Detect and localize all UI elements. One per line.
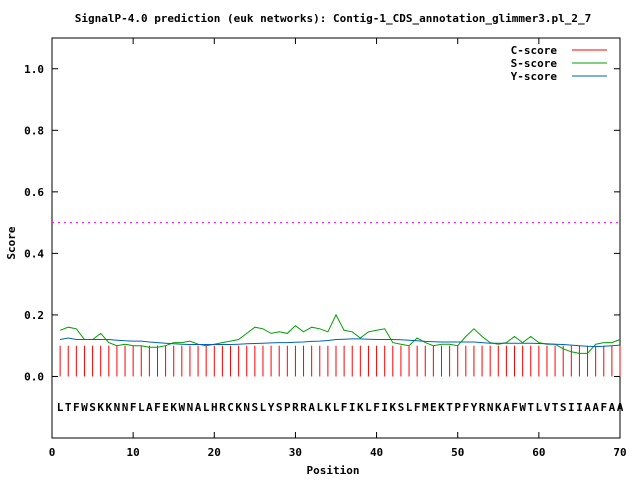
sequence-letter: T <box>446 401 453 414</box>
sequence-letter: N <box>114 401 121 414</box>
sequence-letter: F <box>73 401 80 414</box>
sequence-letter: L <box>316 401 323 414</box>
x-tick-label: 20 <box>208 446 221 459</box>
x-tick-label: 0 <box>49 446 56 459</box>
y-tick-label: 0.2 <box>24 309 44 322</box>
sequence-letter: Y <box>471 401 478 414</box>
sequence-letter: N <box>187 401 194 414</box>
sequence-letter: E <box>430 401 437 414</box>
legend-label-s-score: S-score <box>511 57 558 70</box>
sequence-letter: F <box>373 401 380 414</box>
sequence-letter: L <box>365 401 372 414</box>
sequence-letter: W <box>179 401 186 414</box>
sequence-letter: N <box>122 401 129 414</box>
plot-area: 0.0 0.2 0.4 0.6 0.8 1.0 0 10 20 30 40 50 60 70 <box>24 37 627 459</box>
sequence-letter: E <box>162 401 169 414</box>
sequence-letter: K <box>389 401 396 414</box>
sequence-letter: S <box>398 401 405 414</box>
sequence-letter: K <box>235 401 242 414</box>
x-tick-label: 10 <box>127 446 140 459</box>
sequence-letter: K <box>97 401 104 414</box>
sequence-letter: M <box>422 401 429 414</box>
y-axis-label: Score <box>5 226 18 259</box>
x-tick-label: 50 <box>451 446 464 459</box>
sequence-letter: F <box>130 401 137 414</box>
sequence-letter: L <box>260 401 267 414</box>
sequence-letter: H <box>211 401 218 414</box>
sequence-letter: K <box>357 401 364 414</box>
sequence-letter: S <box>560 401 567 414</box>
sequence-letter: F <box>463 401 470 414</box>
sequence-letter: T <box>552 401 559 414</box>
sequence-letter: W <box>519 401 526 414</box>
sequence-letter: P <box>284 401 291 414</box>
sequence-letter: T <box>527 401 534 414</box>
chart-title: SignalP-4.0 prediction (euk networks): C… <box>75 12 592 25</box>
sequence-letter: F <box>511 401 518 414</box>
sequence-letter: V <box>544 401 551 414</box>
sequence-letter: K <box>495 401 502 414</box>
x-tick-label: 70 <box>613 446 626 459</box>
sequence-letter: Y <box>268 401 275 414</box>
sequence-letter: L <box>406 401 413 414</box>
sequence-letter: K <box>105 401 112 414</box>
sequence-letter: A <box>195 401 202 414</box>
x-tick-label: 40 <box>370 446 383 459</box>
sequence-letter: A <box>592 401 599 414</box>
sequence-letter: R <box>479 401 486 414</box>
sequence-letter: N <box>487 401 494 414</box>
sequence-letter: N <box>243 401 250 414</box>
sequence-letter: R <box>300 401 307 414</box>
sequence-letter: I <box>381 401 388 414</box>
sequence-letter: K <box>438 401 445 414</box>
y-score-line <box>60 337 621 348</box>
x-tick-label: 60 <box>532 446 545 459</box>
sequence-letter: I <box>576 401 583 414</box>
sequence-letter: W <box>81 401 88 414</box>
sequence-letter: R <box>219 401 226 414</box>
y-tick-label: 0.8 <box>24 124 44 137</box>
sequence-letter: I <box>349 401 356 414</box>
legend-label-y-score: Y-score <box>511 70 558 83</box>
sequence-letter: A <box>609 401 616 414</box>
sequence-letter: K <box>170 401 177 414</box>
sequence-letter: L <box>333 401 340 414</box>
y-tick-label: 0.0 <box>24 370 44 383</box>
sequence-letter: S <box>276 401 283 414</box>
sequence-letter: A <box>503 401 510 414</box>
sequence-letter: S <box>89 401 96 414</box>
y-tick-label: 0.6 <box>24 186 44 199</box>
x-axis-label: Position <box>307 464 360 477</box>
sequence-letter: A <box>584 401 591 414</box>
sequence-letter: A <box>617 401 624 414</box>
sequence-letter: A <box>146 401 153 414</box>
sequence-letter: I <box>568 401 575 414</box>
plot-border <box>51 37 621 439</box>
sequence-letter: S <box>252 401 259 414</box>
sequence-letter: F <box>600 401 607 414</box>
s-score-line <box>59 313 621 354</box>
sequence-letter: L <box>536 401 543 414</box>
sequence-letter: F <box>341 401 348 414</box>
sequence-letter: F <box>414 401 421 414</box>
sequence-letter: R <box>292 401 299 414</box>
x-tick-label: 30 <box>289 446 302 459</box>
sequence-letter: L <box>138 401 145 414</box>
sequence-letter: T <box>65 401 72 414</box>
y-tick-label: 0.4 <box>24 247 44 260</box>
sequence-letter: F <box>154 401 161 414</box>
y-tick-label: 1.0 <box>24 63 44 76</box>
sequence-letter: A <box>308 401 315 414</box>
legend-label-c-score: C-score <box>511 44 558 57</box>
sequence-letter: L <box>203 401 210 414</box>
sequence-letter: K <box>325 401 332 414</box>
sequence-letter: C <box>227 401 234 414</box>
sequence-letter: L <box>57 401 64 414</box>
sequence-letter: P <box>454 401 461 414</box>
